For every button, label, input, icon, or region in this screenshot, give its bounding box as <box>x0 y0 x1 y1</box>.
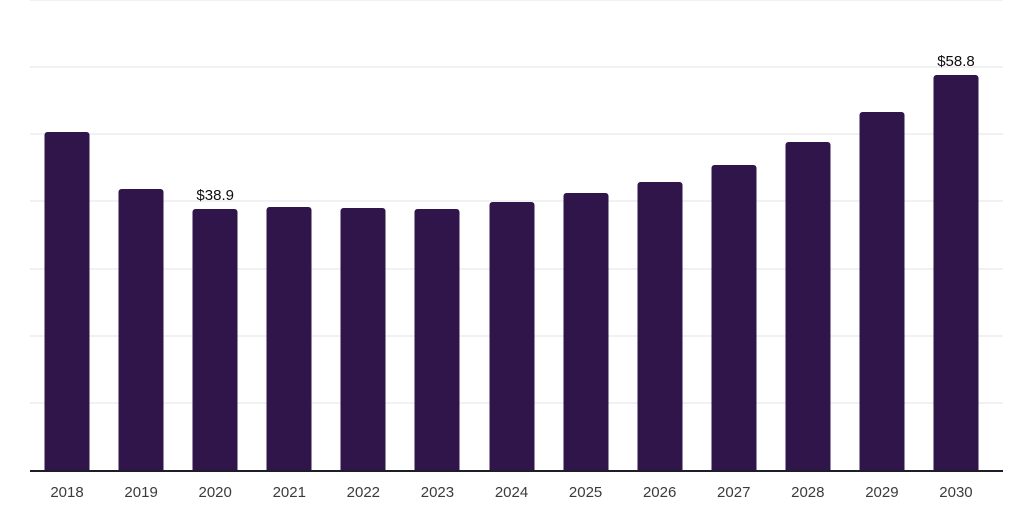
bar-2028 <box>785 141 831 470</box>
x-tick-label-2018: 2018 <box>50 484 84 501</box>
bar-cell-2021 <box>252 0 326 470</box>
bar-2022 <box>340 208 386 470</box>
x-tick-label-2024: 2024 <box>494 484 529 501</box>
x-tick-label-2029: 2029 <box>865 484 899 501</box>
x-tick-label-2019: 2019 <box>124 484 158 501</box>
bar-2027 <box>711 165 757 470</box>
bar-2025 <box>563 193 609 470</box>
bar-2019 <box>118 189 164 470</box>
bar-cell-2023 <box>400 0 474 470</box>
x-tick-label-2021: 2021 <box>272 484 306 501</box>
value-label-2030: $58.8 <box>937 53 975 71</box>
bar-cell-2022 <box>326 0 400 470</box>
gridline-50 <box>30 133 1003 136</box>
bar-cell-2030: $58.8 <box>919 0 993 470</box>
bars-row: $38.9 $58.8 <box>30 0 993 470</box>
bar-2021 <box>266 207 312 470</box>
bar-cell-2020: $38.9 <box>178 0 252 470</box>
value-label-2020: $38.9 <box>196 186 234 204</box>
bar-cell-2028 <box>771 0 845 470</box>
x-axis-line <box>30 470 1003 472</box>
bar-2029 <box>859 112 905 470</box>
x-tick-label-2030: 2030 <box>939 484 973 501</box>
plot-area: $38.9 $58.8 2018 2019 2020 2021 2022 2023 2024 2… <box>30 0 1003 501</box>
bar-2023 <box>414 208 460 470</box>
x-tick-label-2028: 2028 <box>791 484 825 501</box>
bar-cell-2025 <box>549 0 623 470</box>
bar-cell-2029 <box>845 0 919 470</box>
gridline-60 <box>30 66 1003 69</box>
bar-2018 <box>44 131 90 470</box>
bar-2026 <box>637 181 683 470</box>
bar-2024 <box>489 202 534 470</box>
x-tick-label-2025: 2025 <box>568 484 603 501</box>
gridline-40 <box>30 200 1003 203</box>
x-axis-labels: 2018 2019 2020 2021 2022 2023 2024 2025 2026 2027… <box>30 484 993 502</box>
bar-cell-2019 <box>104 0 178 470</box>
gridline-70 <box>30 0 1003 1</box>
x-tick-label-2022: 2022 <box>346 484 381 501</box>
x-tick-label-2027: 2027 <box>717 484 751 501</box>
x-tick-label-2020: 2020 <box>198 484 232 501</box>
bar-2030 <box>933 75 979 470</box>
bar-cell-2027 <box>697 0 771 470</box>
bar-cell-2018 <box>30 0 104 470</box>
bar-cell-2026 <box>623 0 697 470</box>
x-tick-label-2026: 2026 <box>642 484 677 501</box>
bar-cell-2024 <box>474 0 548 470</box>
x-tick-label-2023: 2023 <box>420 484 455 501</box>
bar-2020 <box>192 208 238 470</box>
